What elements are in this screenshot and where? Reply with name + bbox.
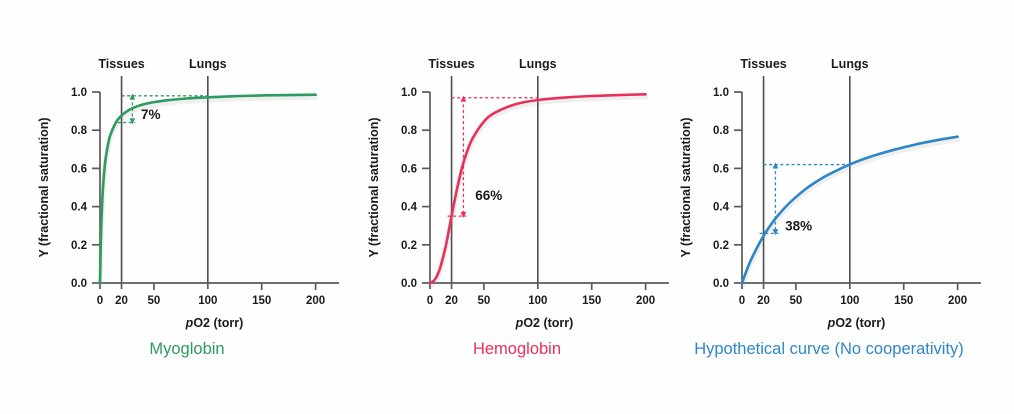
- y-tick-label: 0.0: [713, 278, 729, 290]
- x-tick-label: 0: [427, 295, 433, 307]
- x-tick-label: 20: [115, 295, 128, 307]
- vline-tissues: Tissues: [428, 57, 475, 283]
- delta-annotation: 7%: [117, 93, 208, 125]
- vline-label-lungs: Lungs: [831, 57, 869, 71]
- y-tick-group: 0.0 0.2 0.4 0.6 0.8 1.0: [713, 87, 742, 290]
- vline-label-tissues: Tissues: [428, 57, 474, 71]
- y-tick-label: 0.4: [713, 202, 730, 214]
- x-tick-group: 0 20 50 100 150 200: [427, 283, 655, 307]
- y-tick-group: 0.0 0.2 0.4 0.6 0.8 1.0: [401, 87, 430, 290]
- x-tick-label: 20: [445, 295, 458, 307]
- data-curve-hypothetical: [740, 135, 959, 285]
- y-tick-label: 0.4: [71, 202, 88, 214]
- x-tick-label: 50: [148, 295, 161, 307]
- x-tick-label: 100: [198, 295, 217, 307]
- y-tick-label: 0.8: [713, 125, 730, 137]
- delta-percent-label: 66%: [475, 188, 502, 203]
- x-axis-title: pO2 (torr): [827, 316, 886, 330]
- x-tick-label: 150: [252, 295, 271, 307]
- panel-caption-myoglobin: Myoglobin: [149, 340, 225, 358]
- vline-tissues: Tissues: [740, 57, 787, 283]
- vline-label-lungs: Lungs: [519, 57, 557, 71]
- y-tick-label: 1.0: [713, 87, 729, 99]
- x-tick-label: 150: [894, 295, 913, 307]
- chart-panel-hypothetical: Tissues Lungs 0 20 50 100 150 200 0.0 0.2 0.4 0.6 0.…: [660, 40, 998, 380]
- vline-lungs: Lungs: [519, 57, 557, 283]
- y-tick-label: 0.8: [71, 125, 88, 137]
- panel-caption-hypothetical: Hypothetical curve (No cooperativity): [694, 340, 964, 358]
- y-tick-label: 0.6: [401, 163, 417, 175]
- delta-annotation: 38%: [759, 162, 850, 236]
- vline-label-tissues: Tissues: [98, 57, 144, 71]
- chart-panel-hemoglobin: Tissues Lungs 0 20 50 100 150 200 0.0 0.2 0.4 0.6 0.…: [348, 40, 686, 380]
- panel-caption-hemoglobin: Hemoglobin: [472, 340, 562, 358]
- x-tick-label: 100: [528, 295, 547, 307]
- x-tick-group: 0 20 50 100 150 200: [97, 283, 325, 307]
- data-curve-hemoglobin: [428, 92, 647, 285]
- y-tick-label: 0.8: [401, 125, 418, 137]
- x-axis-title: pO2 (torr): [515, 316, 574, 330]
- x-tick-label: 0: [97, 295, 103, 307]
- x-tick-label: 100: [840, 295, 859, 307]
- y-tick-label: 0.4: [401, 202, 418, 214]
- y-tick-label: 1.0: [401, 87, 417, 99]
- x-axis-title: pO2 (torr): [185, 316, 244, 330]
- x-tick-label: 200: [636, 295, 655, 307]
- vline-lungs: Lungs: [831, 57, 869, 283]
- vline-lungs: Lungs: [189, 57, 227, 283]
- x-tick-label: 0: [739, 295, 745, 307]
- vline-label-lungs: Lungs: [189, 57, 227, 71]
- y-tick-label: 0.6: [713, 163, 729, 175]
- vline-label-tissues: Tissues: [740, 57, 786, 71]
- x-tick-label: 150: [582, 295, 601, 307]
- y-axis-title: Y (fractional saturation): [679, 117, 693, 257]
- vline-tissues: Tissues: [98, 57, 145, 283]
- delta-percent-label: 7%: [141, 107, 161, 122]
- y-tick-label: 0.0: [401, 278, 417, 290]
- x-tick-label: 200: [948, 295, 967, 307]
- axes: [99, 92, 339, 284]
- y-tick-group: 0.0 0.2 0.4 0.6 0.8 1.0: [71, 87, 100, 290]
- delta-annotation: 66%: [447, 95, 538, 219]
- y-axis-title: Y (fractional saturation): [367, 117, 381, 257]
- delta-percent-label: 38%: [785, 219, 812, 234]
- x-tick-label: 50: [478, 295, 491, 307]
- y-tick-label: 0.6: [71, 163, 87, 175]
- y-tick-label: 0.2: [401, 240, 417, 252]
- x-tick-label: 200: [306, 295, 325, 307]
- x-tick-label: 50: [790, 295, 803, 307]
- y-axis-title: Y (fractional saturation): [37, 117, 51, 257]
- y-tick-label: 0.0: [71, 278, 87, 290]
- data-curve-myoglobin: [98, 93, 317, 285]
- y-tick-label: 0.2: [713, 240, 729, 252]
- y-tick-label: 0.2: [71, 240, 87, 252]
- axes: [429, 92, 669, 284]
- chart-panel-myoglobin: Tissues Lungs 0 20 50 100 150 200 0.0 0.2 0.4 0.6 0.…: [18, 40, 356, 380]
- y-tick-label: 1.0: [71, 87, 87, 99]
- axes: [741, 92, 981, 284]
- x-tick-label: 20: [757, 295, 770, 307]
- x-tick-group: 0 20 50 100 150 200: [739, 283, 967, 307]
